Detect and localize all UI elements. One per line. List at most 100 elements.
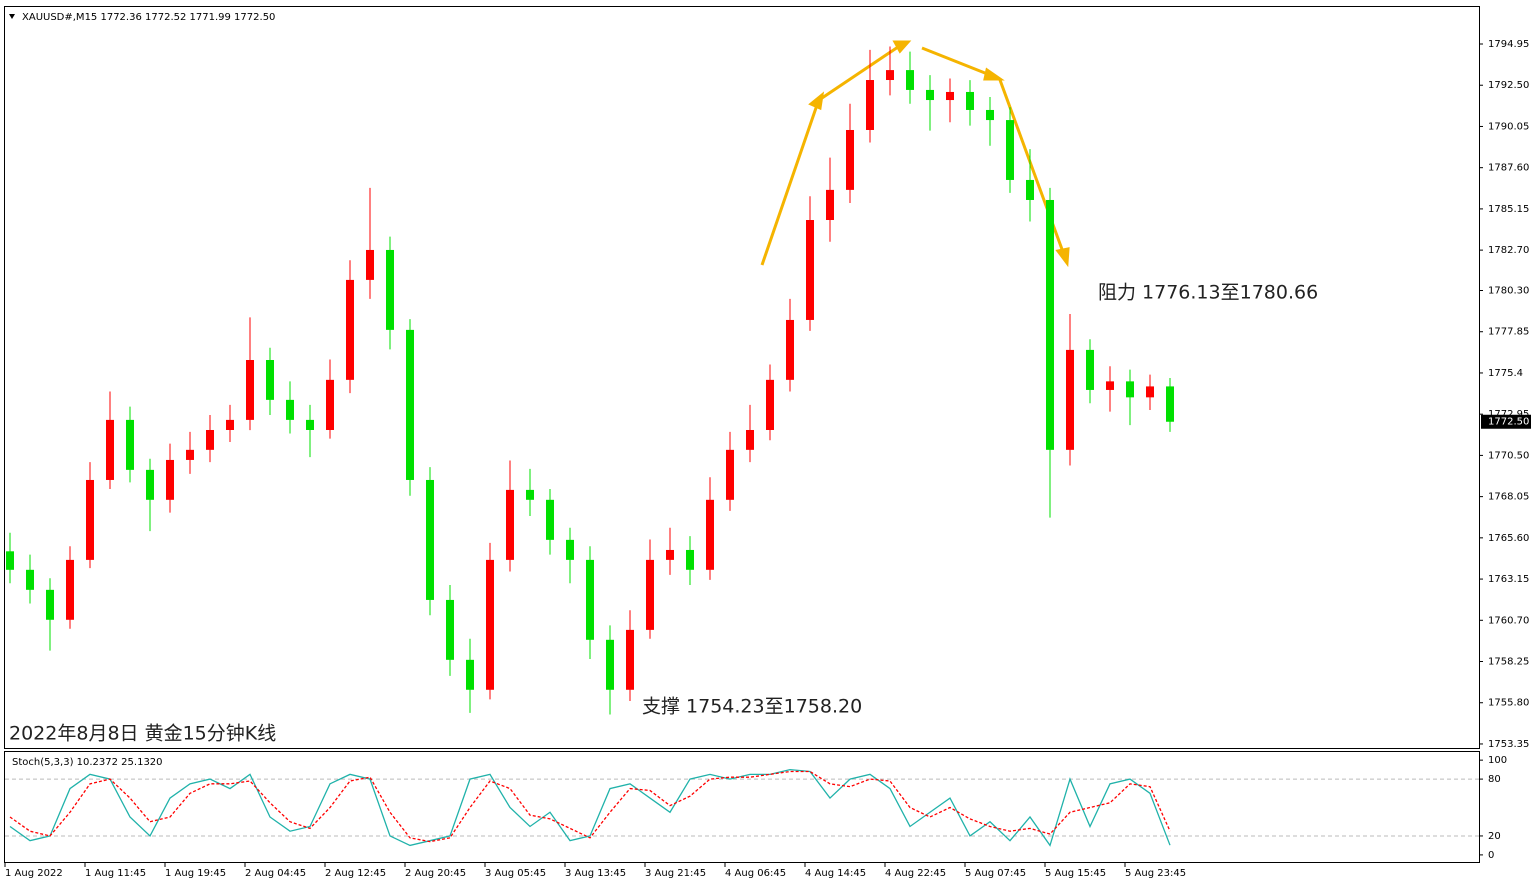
candle-body [346,279,354,380]
y-tick-label: 1753.35 [1488,739,1529,750]
candle-body [666,549,674,560]
arrow-head [983,67,1005,81]
chart-title: XAUUSD#,M15 1772.36 1772.52 1771.99 1772… [22,12,275,23]
y-tick-label: 1790.05 [1488,121,1529,132]
candle-body [26,569,34,590]
candle-body [846,129,854,190]
stoch-line [9,770,1171,843]
candle-body [906,70,914,90]
arrow-head [892,40,912,54]
y-tick-label: 1785.15 [1488,204,1529,215]
arrow [760,104,819,266]
y-tick-label: 1763.15 [1488,574,1529,585]
candle-body [946,91,954,101]
y-tick-label: 1772.95 [1488,409,1529,420]
candle-body [206,429,214,450]
y-tick-label: 1782.70 [1488,245,1529,256]
candle-body [426,479,434,600]
candle-body [146,469,154,500]
y-tick-label: 1755.80 [1488,698,1529,709]
candle-body [686,549,694,570]
candle-body [1006,120,1014,180]
y-tick-label: 1775.4 [1488,368,1523,379]
x-tick-label: 4 Aug 06:45 [725,868,786,879]
current-price-box [1481,414,1531,429]
candle-body [746,429,754,450]
x-tick-label: 3 Aug 13:45 [565,868,626,879]
candle-body [606,639,614,690]
candle-body [486,559,494,690]
candle-body [466,659,474,690]
candle-body [526,489,534,500]
candle-body [186,449,194,460]
candle-body [246,359,254,420]
x-tick-label: 2 Aug 04:45 [245,868,306,879]
candle-body [986,109,994,121]
candle-body [306,419,314,430]
y-tick-label: 1787.60 [1488,163,1529,174]
y-tick-label: 1780.30 [1488,286,1529,297]
arrow [821,45,899,100]
candle-body [506,489,514,560]
arrow [921,46,991,77]
candle-body [326,379,334,430]
x-tick-label: 5 Aug 15:45 [1045,868,1106,879]
candle-body [106,419,114,480]
candle-body [706,499,714,570]
candle-body [1046,199,1054,450]
candle-body [286,399,294,420]
y-tick-label: 1758.25 [1488,657,1529,668]
annotation: 支撑 1754.23至1758.20 [642,696,862,718]
candle-body [1026,179,1034,200]
stoch-panel [4,751,1480,863]
stoch-line [9,768,1171,847]
candle-body [886,70,894,81]
candle-body [826,189,834,221]
candle-body [226,419,234,430]
x-tick-label: 4 Aug 14:45 [805,868,866,879]
annotation: 阻力 1776.13至1780.66 [1098,282,1318,304]
x-tick-label: 5 Aug 07:45 [965,868,1026,879]
candle-body [1106,381,1114,390]
candle-body [6,551,14,570]
arrow-head [1055,247,1070,268]
arrow-head [808,91,825,111]
y-tick-label: 1760.70 [1488,615,1529,626]
x-tick-label: 3 Aug 21:45 [645,868,706,879]
candle-body [126,419,134,470]
candle-body [966,91,974,110]
y-tick-label: 1777.85 [1488,327,1529,338]
candle-body [366,249,374,280]
y-tick-label: 1770.50 [1488,450,1529,461]
y-tick-label: 1794.95 [1488,39,1529,50]
candle-body [1126,381,1134,398]
x-tick-label: 5 Aug 23:45 [1125,868,1186,879]
x-tick-label: 1 Aug 2022 [5,868,63,879]
y-tick-label: 80 [1488,774,1501,785]
candle-body [86,479,94,560]
title-icon [9,14,15,19]
candle-body [566,539,574,560]
y-tick-label: 1765.60 [1488,533,1529,544]
candle-body [266,359,274,400]
y-tick-label: 100 [1488,755,1507,766]
candle-body [1066,349,1074,450]
stoch-title: Stoch(5,3,3) 10.2372 25.1320 [12,757,163,768]
x-tick-label: 1 Aug 11:45 [85,868,146,879]
annotation: 2022年8月8日 黄金15分钟K线 [9,723,276,745]
x-tick-label: 4 Aug 22:45 [885,868,946,879]
x-tick-label: 1 Aug 19:45 [165,868,226,879]
current-price-label: 1772.50 [1488,417,1529,428]
y-tick-label: 1792.50 [1488,80,1529,91]
candle-body [386,249,394,330]
candle-body [446,599,454,660]
candle-body [406,329,414,480]
candle-body [866,80,874,130]
main-panel [4,6,1480,749]
y-tick-label: 20 [1488,831,1501,842]
candle-body [626,629,634,690]
candle-body [66,559,74,620]
y-tick-label: 0 [1488,850,1494,861]
candle-body [646,559,654,630]
